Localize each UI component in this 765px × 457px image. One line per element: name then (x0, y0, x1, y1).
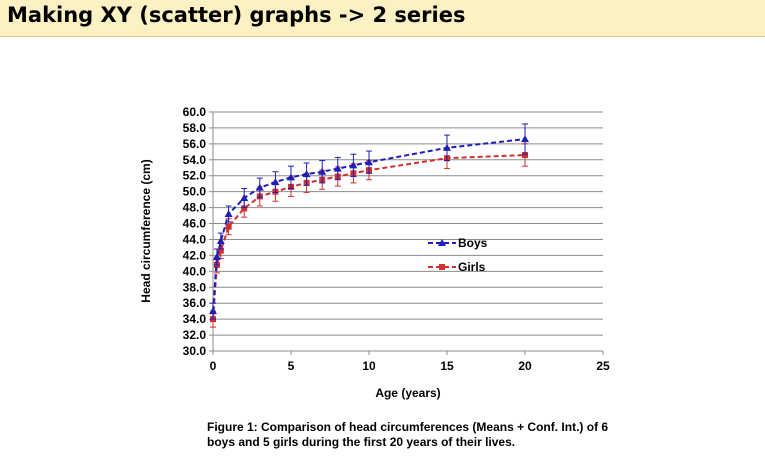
data-point-boys (443, 143, 451, 151)
x-tick-label: 25 (596, 359, 610, 373)
data-point-boys (240, 194, 249, 202)
data-point-girls (225, 223, 232, 230)
y-tick-label: 30.0 (183, 344, 207, 358)
x-tick-label: 15 (440, 359, 454, 373)
y-tick-label: 32.0 (183, 328, 207, 342)
legend: Boys Girls (428, 236, 488, 274)
data-point-boys (212, 252, 221, 260)
y-tick-label: 48.0 (183, 201, 207, 215)
data-point-boys (349, 161, 358, 169)
y-tick-label: 58.0 (183, 121, 207, 135)
data-point-boys (287, 173, 295, 181)
y-tick-label: 36.0 (183, 296, 207, 310)
legend-label-boys: Boys (458, 236, 488, 250)
data-point-girls (217, 247, 224, 254)
y-tick-label: 46.0 (183, 217, 207, 231)
y-tick-label: 50.0 (183, 185, 207, 199)
title-bar: Making XY (scatter) graphs -> 2 series (0, 0, 765, 37)
data-point-boys (271, 178, 280, 186)
x-tick-label: 10 (362, 359, 376, 373)
data-point-boys (365, 158, 373, 166)
x-tick-label: 20 (518, 359, 532, 373)
x-tick-label: 5 (288, 359, 295, 373)
legend-marker-boys (438, 239, 446, 246)
y-tick-label: 56.0 (183, 137, 207, 151)
y-tick-label: 38.0 (183, 280, 207, 294)
figure-caption: Figure 1: Comparison of head circumferen… (207, 420, 609, 449)
y-tick-label: 54.0 (183, 153, 207, 167)
grid-layer (213, 111, 603, 352)
data-point-boys (333, 164, 342, 172)
x-tick-label: 0 (210, 359, 217, 373)
data-point-girls (522, 152, 528, 159)
legend-marker-girls (439, 264, 445, 270)
y-tick-label: 34.0 (183, 312, 207, 326)
data-point-boys (318, 167, 327, 175)
y-axis-label: Head circumference (cm) (139, 159, 153, 302)
y-tick-label: 42.0 (183, 248, 207, 262)
data-point-boys (255, 183, 264, 191)
y-tick-label: 44.0 (183, 232, 207, 246)
data-point-girls (241, 205, 248, 212)
page-title: Making XY (scatter) graphs -> 2 series (7, 3, 466, 27)
data-point-boys (216, 237, 225, 245)
series-layer (209, 123, 529, 328)
data-point-boys (302, 170, 311, 178)
data-point-boys (521, 135, 529, 143)
axis-layer: 30.0 32.0 34.0 36.0 38.0 40.0 42.0 44.046.0 48.0… (183, 105, 610, 373)
y-tick-label: 60.0 (183, 105, 207, 119)
legend-label-girls: Girls (458, 260, 486, 274)
series-boys (209, 123, 529, 320)
data-point-boys (224, 209, 233, 217)
y-tick-label: 52.0 (183, 169, 207, 183)
y-tick-label: 40.0 (183, 264, 207, 278)
data-point-boys (209, 307, 217, 315)
x-axis-label: Age (years) (375, 386, 440, 400)
